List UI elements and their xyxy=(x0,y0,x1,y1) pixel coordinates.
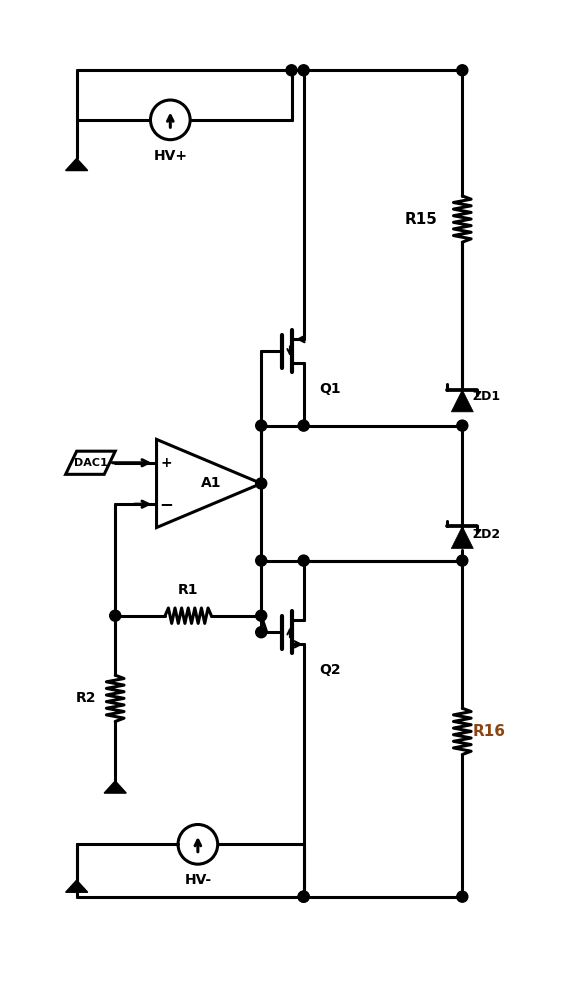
Text: R15: R15 xyxy=(404,212,438,227)
Circle shape xyxy=(457,420,468,431)
Text: DAC1: DAC1 xyxy=(73,458,107,468)
Text: HV+: HV+ xyxy=(153,149,187,163)
Circle shape xyxy=(256,610,266,621)
Circle shape xyxy=(298,420,309,431)
Text: HV-: HV- xyxy=(185,873,211,887)
Text: A1: A1 xyxy=(201,476,222,490)
Circle shape xyxy=(457,65,468,76)
Circle shape xyxy=(298,891,309,902)
Circle shape xyxy=(457,891,468,902)
Circle shape xyxy=(286,65,297,76)
Polygon shape xyxy=(66,880,88,892)
Text: Q1: Q1 xyxy=(319,382,341,396)
Circle shape xyxy=(457,555,468,566)
Text: Q2: Q2 xyxy=(319,663,341,677)
Circle shape xyxy=(298,555,309,566)
Polygon shape xyxy=(66,158,88,171)
Circle shape xyxy=(110,610,121,621)
Circle shape xyxy=(256,420,266,431)
Text: −: − xyxy=(159,495,173,513)
Text: +: + xyxy=(160,456,172,470)
Circle shape xyxy=(298,65,309,76)
Polygon shape xyxy=(451,526,473,548)
Circle shape xyxy=(298,891,309,902)
Text: ZD1: ZD1 xyxy=(472,390,500,403)
Text: R16: R16 xyxy=(472,724,505,739)
Circle shape xyxy=(256,627,266,638)
Circle shape xyxy=(256,555,266,566)
Polygon shape xyxy=(104,781,126,793)
Text: R1: R1 xyxy=(178,583,199,597)
Circle shape xyxy=(256,478,266,489)
Text: ZD2: ZD2 xyxy=(472,528,500,541)
Text: R2: R2 xyxy=(75,691,96,705)
Polygon shape xyxy=(451,390,473,412)
